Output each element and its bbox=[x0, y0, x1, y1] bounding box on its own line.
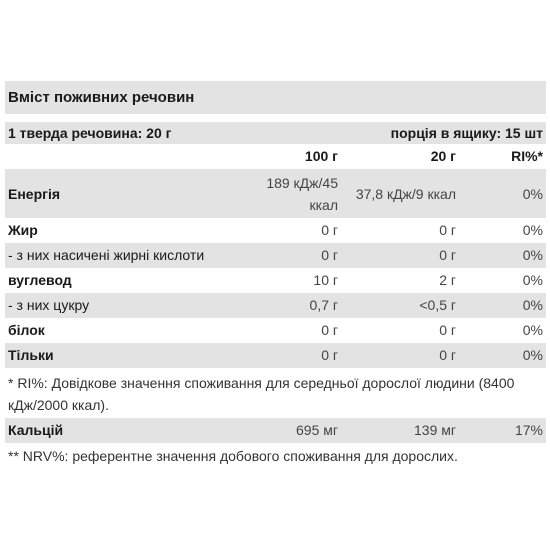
row-per20: 139 мг bbox=[414, 422, 456, 438]
row-name: Жир bbox=[8, 222, 38, 238]
table-row-sugars: - з них цукру 0,7 г <0,5 г 0% bbox=[5, 293, 546, 318]
row-per20: 2 г bbox=[439, 272, 456, 288]
row-per100: 0,7 г bbox=[309, 297, 338, 313]
servings-per-box: порція в ящику: 15 шт bbox=[390, 125, 543, 141]
row-ri: 0% bbox=[522, 322, 543, 338]
row-ri: 0% bbox=[522, 272, 543, 288]
table-row-energy: Енергія 189 кДж/45 ккал 37,8 кДж/9 ккал … bbox=[5, 169, 546, 218]
nutrition-table: Вміст поживних речовин 1 тверда речовина… bbox=[5, 81, 546, 467]
table-row-saturated-fat: - з них насичені жирні кислоти 0 г 0 г 0… bbox=[5, 243, 546, 268]
row-name: - з них насичені жирні кислоти bbox=[8, 247, 205, 263]
row-per100: 0 г bbox=[321, 247, 338, 263]
table-row-carbohydrate: вуглевод 10 г 2 г 0% bbox=[5, 268, 546, 293]
row-per20: 0 г bbox=[439, 222, 456, 238]
column-header-row: 100 г 20 г RI%* bbox=[5, 144, 546, 169]
table-row-fat: Жир 0 г 0 г 0% bbox=[5, 218, 546, 243]
row-name: Тільки bbox=[8, 347, 54, 363]
row-per20: 37,8 кДж/9 ккал bbox=[355, 185, 456, 202]
row-per100: 0 г bbox=[321, 347, 338, 363]
column-header-ri: RI%* bbox=[511, 148, 543, 164]
column-header-per100: 100 г bbox=[304, 148, 338, 164]
row-per20: 0 г bbox=[439, 347, 456, 363]
row-per20: <0,5 г bbox=[419, 297, 456, 313]
spacer bbox=[5, 114, 546, 122]
column-header-name bbox=[5, 144, 243, 169]
row-name: білок bbox=[8, 322, 45, 338]
row-per20: 0 г bbox=[439, 322, 456, 338]
row-ri: 0% bbox=[522, 297, 543, 313]
row-ri: 0% bbox=[522, 222, 543, 238]
row-ri: 0% bbox=[522, 185, 543, 202]
row-name: вуглевод bbox=[8, 272, 72, 288]
row-name: - з них цукру bbox=[8, 297, 90, 313]
row-per100: 0 г bbox=[321, 322, 338, 338]
row-ri: 0% bbox=[522, 247, 543, 263]
row-per100: 695 мг bbox=[296, 422, 338, 438]
table-row-salt: Тільки 0 г 0 г 0% bbox=[5, 343, 546, 368]
row-per20: 0 г bbox=[439, 247, 456, 263]
serving-info-row: 1 тверда речовина: 20 г порція в ящику: … bbox=[5, 122, 546, 144]
table-row-protein: білок 0 г 0 г 0% bbox=[5, 318, 546, 343]
row-per100: 0 г bbox=[321, 222, 338, 238]
table-title: Вміст поживних речовин bbox=[5, 81, 546, 114]
row-per100: 10 г bbox=[313, 272, 338, 288]
serving-size: 1 тверда речовина: 20 г bbox=[8, 125, 172, 141]
row-per100: 189 кДж/45 ккал bbox=[266, 174, 338, 213]
row-ri: 17% bbox=[514, 422, 543, 438]
row-ri: 0% bbox=[522, 347, 543, 363]
row-name: Кальцій bbox=[8, 422, 64, 438]
ri-footnote: * RI%: Довідкове значення споживання для… bbox=[8, 375, 515, 413]
column-header-per20: 20 г bbox=[430, 148, 456, 164]
row-name: Енергія bbox=[8, 185, 61, 202]
table-row-calcium: Кальцій 695 мг 139 мг 17% bbox=[5, 418, 546, 443]
nrv-footnote: ** NRV%: референтне значення добового сп… bbox=[8, 448, 458, 464]
